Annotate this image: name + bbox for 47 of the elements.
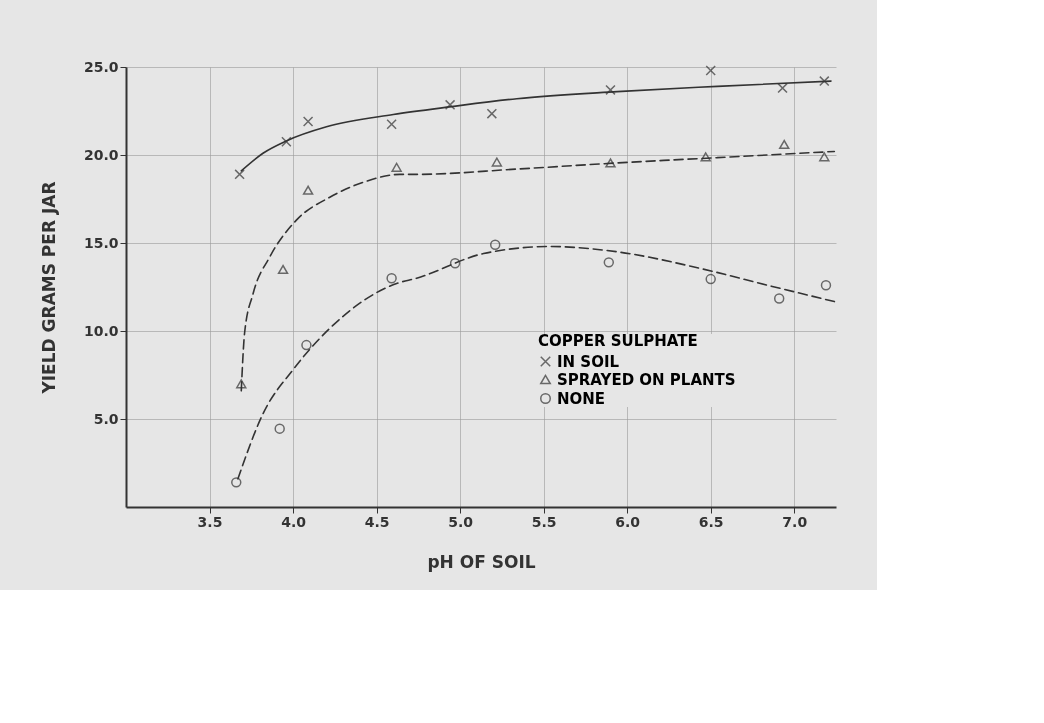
point	[778, 139, 790, 150]
point	[819, 152, 830, 162]
point	[231, 477, 242, 488]
y-tick-label: 10.0	[83, 322, 119, 339]
y-tick-label: 20.0	[83, 146, 119, 163]
point	[819, 75, 830, 87]
point	[705, 65, 716, 76]
point	[777, 82, 788, 94]
y-axis-title: YIELD GRAMS PER JAR	[38, 181, 59, 395]
point	[820, 280, 832, 291]
point	[491, 157, 503, 167]
point	[489, 239, 501, 250]
point	[386, 118, 397, 130]
point	[274, 423, 285, 434]
point	[449, 258, 461, 269]
x-tick-label: 5.0	[448, 513, 474, 530]
point	[705, 273, 716, 285]
x-tick-label: 6.5	[698, 513, 724, 530]
y-tick-label: 15.0	[83, 234, 119, 251]
point	[302, 185, 314, 195]
y-tick-label: 5.0	[93, 410, 119, 427]
x-axis-title: pH OF SOIL	[427, 551, 536, 572]
point	[277, 264, 289, 275]
x-tick-label: 3.5	[197, 513, 223, 530]
x-tick-label: 6.0	[615, 513, 641, 530]
point	[281, 136, 292, 148]
legend-label: SPRAYED ON PLANTS	[557, 370, 736, 389]
point	[444, 99, 456, 111]
point	[302, 116, 314, 127]
point	[486, 108, 498, 119]
point	[301, 339, 312, 351]
legend-title: COPPER SULPHATE	[538, 332, 698, 350]
point	[386, 272, 397, 284]
point	[773, 293, 785, 304]
x-tick-label: 4.5	[364, 513, 390, 530]
x-tick-label: 7.0	[782, 513, 808, 530]
x-tick-label: 5.5	[531, 513, 557, 530]
point	[700, 152, 711, 162]
legend-label: IN SOIL	[557, 352, 620, 371]
y-tick-label: 25.0	[83, 58, 119, 75]
point	[603, 257, 615, 268]
point	[605, 84, 616, 96]
point	[391, 162, 402, 172]
point	[605, 158, 616, 168]
legend-label: NONE	[557, 389, 606, 408]
x-tick-label: 4.0	[281, 513, 307, 530]
point	[236, 379, 247, 389]
